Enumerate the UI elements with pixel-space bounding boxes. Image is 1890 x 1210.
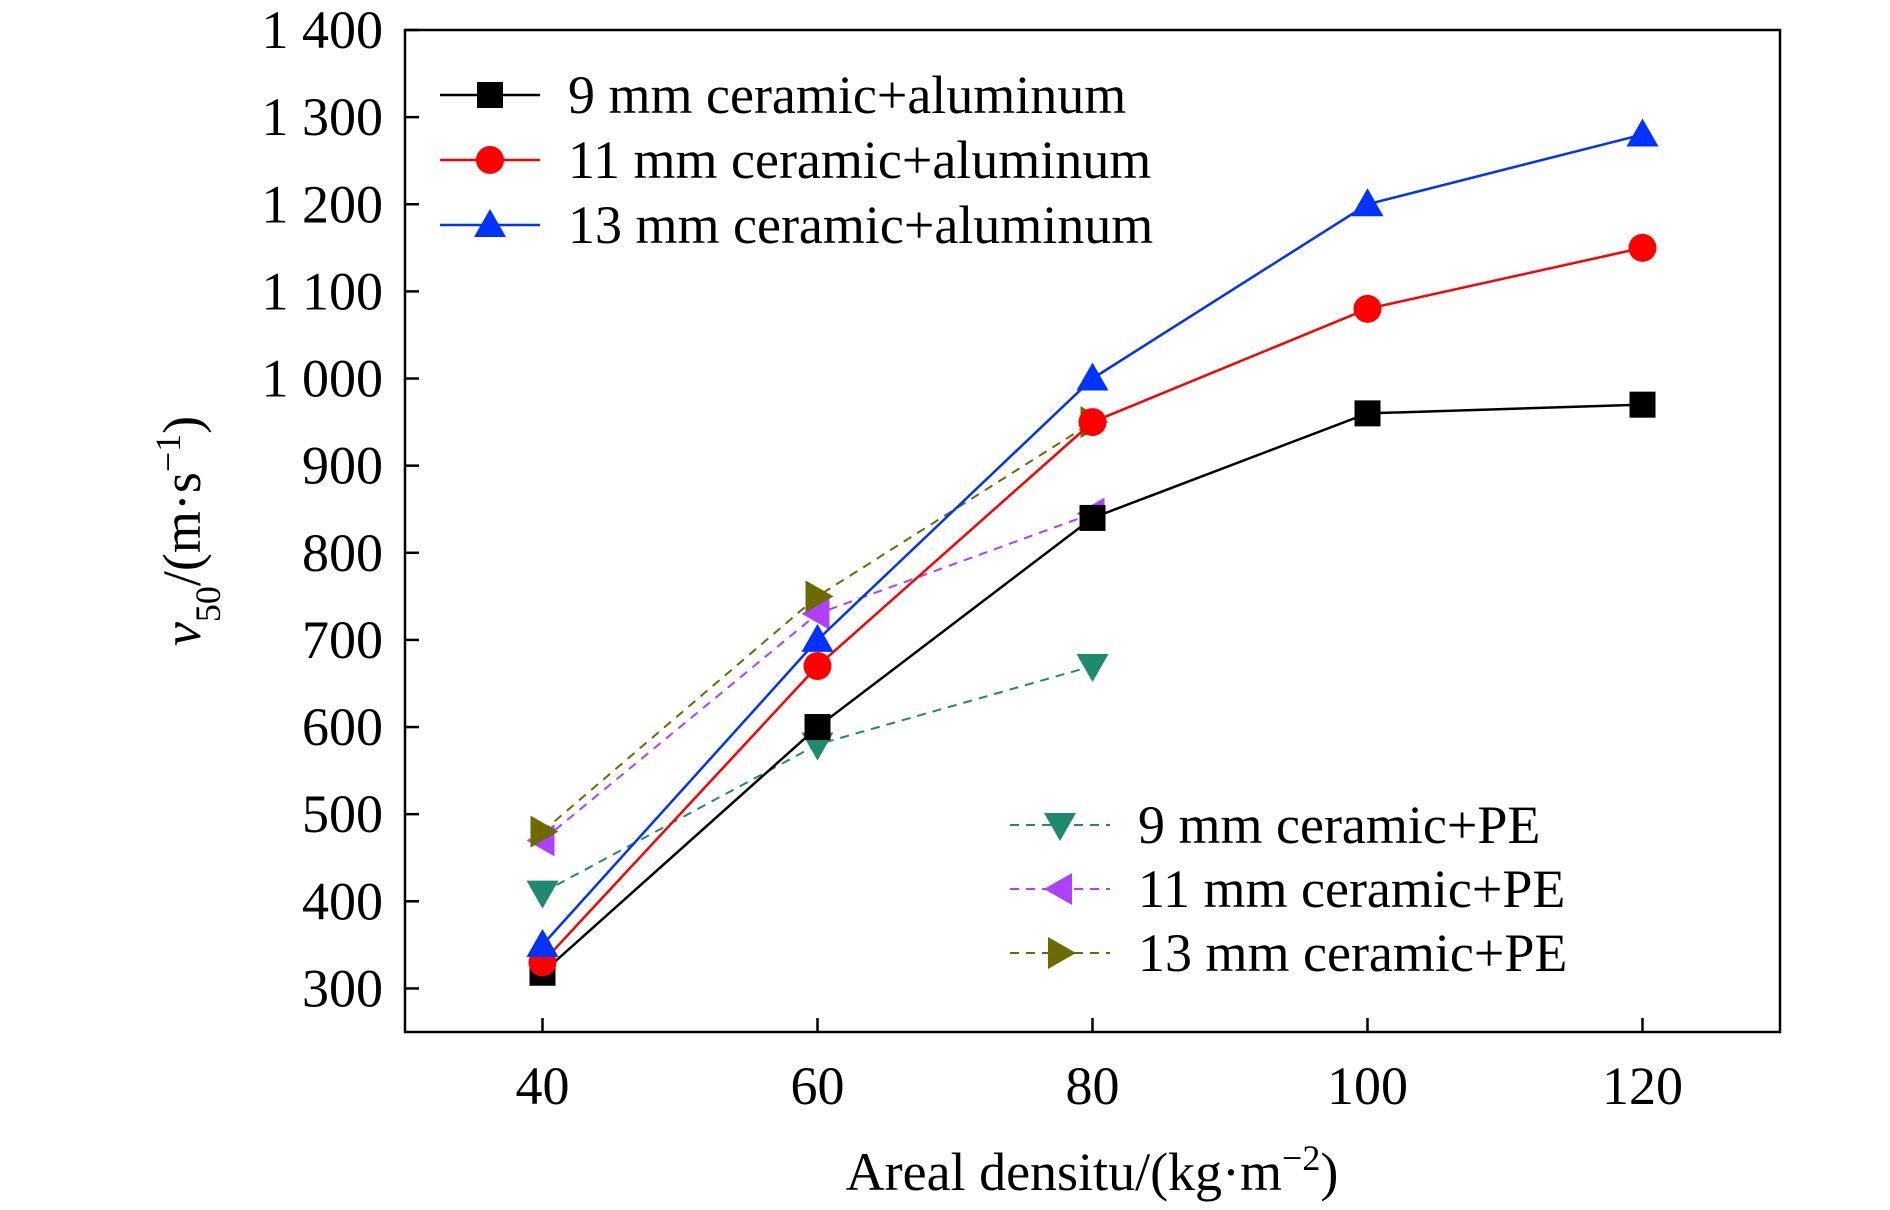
data-point bbox=[530, 815, 559, 848]
data-point bbox=[801, 597, 830, 630]
x-axis-title-sup: −2 bbox=[1282, 1138, 1320, 1178]
data-point bbox=[804, 714, 831, 741]
legend-label: 13 mm ceramic+PE bbox=[1138, 923, 1567, 983]
x-tick-label: 80 bbox=[1066, 1056, 1120, 1116]
series-3 bbox=[526, 654, 1109, 909]
y-axis-title-var: v bbox=[152, 622, 212, 646]
y-axis-title-sub: 50 bbox=[188, 586, 228, 622]
y-tick-label: 1 300 bbox=[262, 87, 384, 147]
y-tick-label: 1 400 bbox=[262, 0, 384, 60]
y-tick-label: 300 bbox=[302, 958, 383, 1018]
legend-marker bbox=[474, 209, 506, 237]
data-point bbox=[526, 928, 559, 957]
y-tick-label: 1 100 bbox=[262, 261, 384, 321]
legend-label: 9 mm ceramic+aluminum bbox=[568, 65, 1126, 125]
y-tick-label: 700 bbox=[302, 610, 383, 670]
y-tick-label: 1 000 bbox=[262, 349, 384, 409]
series-line bbox=[541, 421, 1094, 833]
y-axis-title-unit: /(m·s bbox=[152, 472, 212, 586]
x-tick-label: 40 bbox=[516, 1056, 570, 1116]
x-tick-label: 120 bbox=[1602, 1056, 1683, 1116]
x-tick-label: 60 bbox=[791, 1056, 845, 1116]
data-point bbox=[805, 580, 834, 613]
data-point bbox=[526, 880, 559, 909]
legend-item: 11 mm ceramic+PE bbox=[1010, 859, 1565, 919]
data-point bbox=[801, 623, 834, 652]
legend-marker bbox=[1044, 873, 1072, 905]
series-line bbox=[541, 246, 1643, 964]
legend-label: 13 mm ceramic+aluminum bbox=[568, 195, 1153, 255]
series-line bbox=[542, 665, 1093, 894]
y-tick-label: 800 bbox=[302, 523, 383, 583]
y-tick-label: 1 200 bbox=[262, 174, 384, 234]
x-axis-title-main: Areal densitu/(kg·m bbox=[846, 1142, 1282, 1202]
legend-marker bbox=[1044, 813, 1076, 841]
series-layer bbox=[526, 118, 1659, 986]
data-point bbox=[1353, 294, 1382, 323]
y-tick-label: 400 bbox=[302, 871, 383, 931]
data-point bbox=[1628, 233, 1657, 262]
series-2 bbox=[526, 118, 1659, 957]
series-5 bbox=[530, 406, 1109, 848]
data-point bbox=[1076, 654, 1109, 683]
legend-label: 11 mm ceramic+aluminum bbox=[568, 130, 1151, 190]
data-point bbox=[1079, 504, 1106, 531]
legend-item: 13 mm ceramic+PE bbox=[1010, 923, 1567, 983]
data-point bbox=[1629, 391, 1656, 418]
x-axis-title-close: ) bbox=[1320, 1142, 1338, 1202]
y-tick-label: 500 bbox=[302, 784, 383, 844]
data-point bbox=[1354, 400, 1381, 427]
series-1 bbox=[528, 233, 1657, 977]
legend-label: 11 mm ceramic+PE bbox=[1138, 859, 1565, 919]
y-axis-title-sup: −1 bbox=[148, 434, 188, 472]
y-axis: 300 400 500 600 700 800 900 1 000 1 100 1 200 1 30… bbox=[262, 0, 419, 1018]
legend-marker bbox=[476, 146, 504, 174]
x-tick-label: 100 bbox=[1327, 1056, 1408, 1116]
legend-marker bbox=[477, 82, 503, 108]
y-axis-title: v50/(m·s−1) bbox=[148, 416, 228, 646]
legend-item: 9 mm ceramic+PE bbox=[1010, 795, 1540, 855]
x-axis-title: Areal densitu/(kg·m−2) bbox=[846, 1138, 1339, 1202]
data-point bbox=[1078, 408, 1107, 437]
series-0 bbox=[529, 391, 1656, 986]
y-tick-label: 600 bbox=[302, 697, 383, 757]
legend-item: 13 mm ceramic+aluminum bbox=[440, 195, 1153, 255]
data-point bbox=[1351, 188, 1384, 217]
legend-marker bbox=[1048, 937, 1076, 969]
data-point bbox=[1076, 362, 1109, 391]
y-tick-label: 900 bbox=[302, 436, 383, 496]
data-point bbox=[1626, 118, 1659, 147]
x-axis: 40 60 80 100 120 bbox=[516, 1018, 1683, 1116]
legend-item: 11 mm ceramic+aluminum bbox=[440, 130, 1151, 190]
data-point bbox=[803, 652, 832, 681]
legend-label: 9 mm ceramic+PE bbox=[1138, 795, 1540, 855]
y-axis-title-close: ) bbox=[152, 416, 212, 434]
legend-item: 9 mm ceramic+aluminum bbox=[440, 65, 1126, 125]
